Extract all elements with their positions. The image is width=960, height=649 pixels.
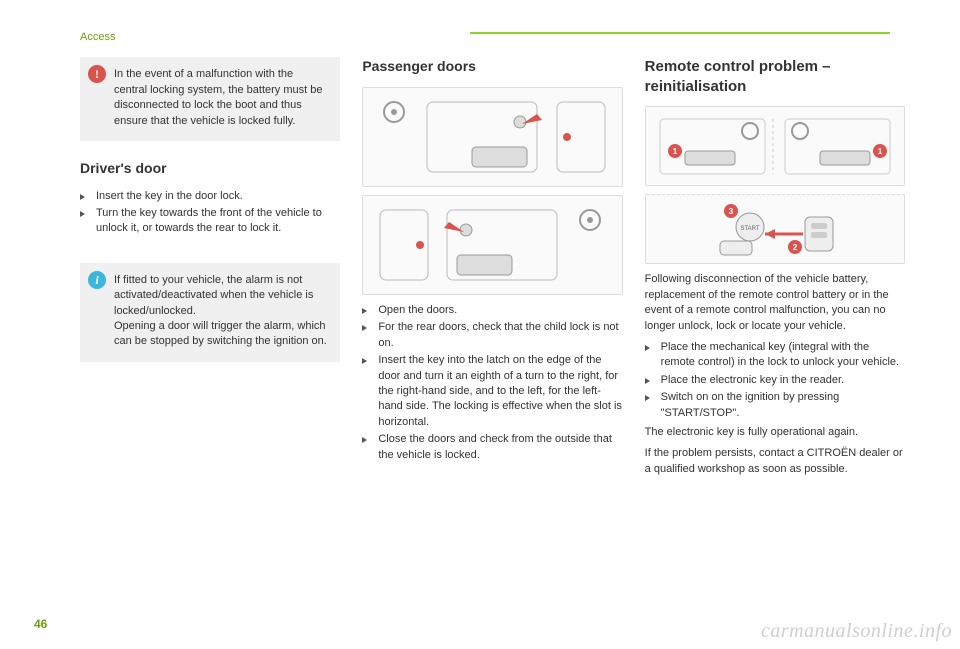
page: Access ! In the event of a malfunction w… — [0, 0, 960, 493]
drivers-door-heading: Driver's door — [80, 159, 340, 179]
accent-bar — [470, 32, 890, 34]
svg-text:START: START — [740, 226, 759, 232]
step: Switch on on the ignition by pressing "S… — [645, 390, 905, 421]
watermark: carmanualsonline.info — [761, 617, 952, 645]
column-3: Remote control problem – reinitialisatio… — [645, 57, 905, 483]
info-callout: i If fitted to your vehicle, the alarm i… — [80, 263, 340, 362]
svg-text:1: 1 — [878, 147, 883, 156]
step: Turn the key towards the front of the ve… — [80, 206, 340, 237]
svg-text:1: 1 — [673, 147, 678, 156]
warning-callout: ! In the event of a malfunction with the… — [80, 57, 340, 141]
step: Insert the key into the latch on the edg… — [362, 353, 622, 430]
svg-text:2: 2 — [793, 243, 798, 252]
passenger-doors-steps: Open the doors. For the rear doors, chec… — [362, 303, 622, 463]
column-2: Passenger doors — [362, 57, 622, 483]
columns: ! In the event of a malfunction with the… — [80, 57, 905, 483]
warning-text: In the event of a malfunction with the c… — [114, 68, 322, 126]
step: Open the doors. — [362, 303, 622, 318]
step: Insert the key in the door lock. — [80, 189, 340, 204]
step: Place the mechanical key (integral with … — [645, 340, 905, 371]
step: Close the doors and check from the outsi… — [362, 432, 622, 463]
passenger-doors-illustration-2 — [362, 195, 622, 295]
drivers-door-steps: Insert the key in the door lock. Turn th… — [80, 189, 340, 237]
info-icon: i — [88, 271, 106, 289]
page-number: 46 — [34, 616, 47, 633]
remote-control-heading: Remote control problem – reinitialisatio… — [645, 57, 905, 96]
passenger-doors-illustration-1 — [362, 87, 622, 187]
column-1: ! In the event of a malfunction with the… — [80, 57, 340, 483]
exclamation-icon: ! — [88, 65, 106, 83]
remote-outro-1: The electronic key is fully operational … — [645, 425, 905, 440]
remote-intro: Following disconnection of the vehicle b… — [645, 272, 905, 334]
passenger-doors-heading: Passenger doors — [362, 57, 622, 77]
info-text: If fitted to your vehicle, the alarm is … — [114, 274, 327, 348]
remote-outro-2: If the problem persists, contact a CITRO… — [645, 446, 905, 477]
step: Place the electronic key in the reader. — [645, 373, 905, 388]
svg-text:3: 3 — [729, 207, 734, 216]
step: For the rear doors, check that the child… — [362, 320, 622, 351]
remote-illustration-bottom: START 3 2 — [645, 194, 905, 264]
remote-steps: Place the mechanical key (integral with … — [645, 340, 905, 421]
remote-illustration-top: 1 1 — [645, 106, 905, 186]
